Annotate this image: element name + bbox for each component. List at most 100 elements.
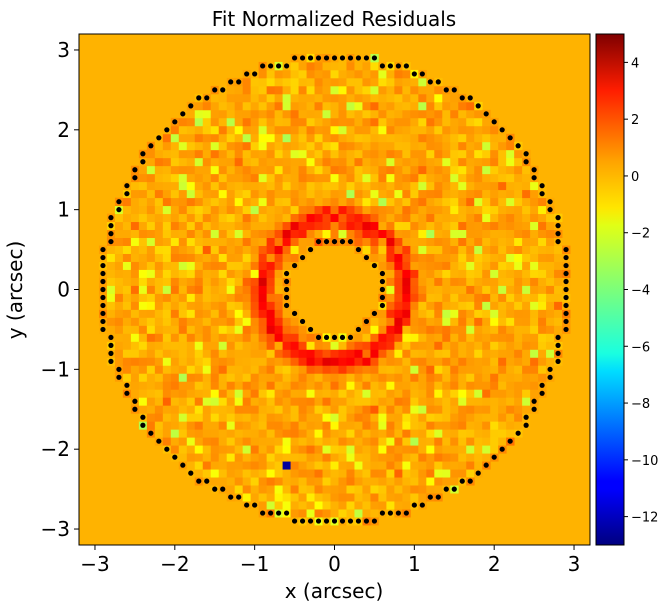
heatmap-cell [370, 453, 379, 462]
heatmap-cell [138, 269, 148, 278]
heatmap-cell [306, 429, 315, 438]
heatmap-cell [394, 69, 403, 79]
heatmap-cell [282, 317, 291, 326]
heatmap-cell [338, 349, 347, 358]
mask-boundary-dot [132, 406, 138, 412]
heatmap-cell [530, 317, 539, 326]
heatmap-cell [458, 141, 467, 151]
heatmap-cell [234, 213, 244, 223]
heatmap-cell [554, 301, 563, 310]
heatmap-cell [354, 61, 363, 71]
heatmap-cell [546, 261, 555, 270]
heatmap-cell [122, 269, 132, 278]
heatmap-cell [250, 413, 260, 422]
heatmap-cell [130, 333, 140, 342]
heatmap-cell [546, 333, 555, 342]
heatmap-cell [322, 445, 331, 454]
heatmap-cell [282, 405, 291, 414]
heatmap-cell [522, 237, 531, 246]
heatmap-cell [202, 133, 212, 143]
heatmap-cell [418, 469, 427, 478]
heatmap-cell [242, 117, 252, 127]
heatmap-cell [490, 253, 499, 262]
heatmap-cell [298, 445, 307, 454]
heatmap-cell [450, 205, 459, 215]
heatmap-cell [466, 197, 475, 207]
heatmap-cell [346, 461, 355, 470]
heatmap-cell [130, 237, 140, 246]
mask-boundary-dot [291, 262, 298, 269]
heatmap-cell [362, 413, 371, 422]
heatmap-cell [122, 349, 132, 358]
heatmap-cell [474, 189, 483, 199]
mask-boundary-dot [555, 223, 561, 229]
heatmap-cell [514, 381, 523, 390]
heatmap-cell [234, 469, 244, 478]
heatmap-cell [282, 85, 291, 95]
heatmap-cell [450, 93, 459, 103]
heatmap-cell [162, 381, 172, 390]
heatmap-cell [426, 437, 435, 446]
heatmap-cell [410, 181, 419, 191]
heatmap-cell [530, 261, 539, 270]
heatmap-cell [250, 205, 260, 215]
heatmap-cell [418, 365, 427, 374]
heatmap-cell [154, 349, 164, 358]
heatmap-cell [498, 317, 507, 326]
heatmap-cell [234, 237, 244, 246]
heatmap-cell [274, 365, 283, 374]
heatmap-cell [306, 509, 315, 518]
heatmap-cell [194, 173, 204, 183]
heatmap-cell [530, 277, 539, 286]
heatmap-cell [426, 381, 435, 390]
heatmap-cell [330, 421, 339, 430]
heatmap-cell [250, 261, 260, 270]
heatmap-cell [258, 453, 268, 462]
heatmap-cell [474, 453, 483, 462]
heatmap-cell [410, 269, 419, 278]
heatmap-cell [266, 245, 276, 254]
heatmap-cell [298, 429, 307, 438]
heatmap-cell [218, 285, 228, 294]
heatmap-cell [338, 181, 347, 191]
heatmap-cell [186, 277, 196, 286]
heatmap-cell [250, 461, 260, 470]
heatmap-cell [426, 109, 435, 119]
heatmap-cell [394, 333, 403, 342]
heatmap-cell [354, 429, 363, 438]
heatmap-cell [458, 149, 467, 159]
heatmap-cell [410, 141, 419, 151]
heatmap-cell [298, 101, 307, 111]
heatmap-cell [410, 333, 419, 342]
heatmap-cell [418, 341, 427, 350]
heatmap-cell [266, 365, 276, 374]
heatmap-cell [354, 213, 363, 223]
heatmap-cell [282, 69, 291, 79]
heatmap-cell [546, 317, 555, 326]
heatmap-cell [402, 189, 411, 199]
y-axis-label: y (arcsec) [3, 241, 27, 340]
heatmap-cell [210, 133, 220, 143]
heatmap-cell [106, 269, 116, 278]
heatmap-cell [170, 181, 180, 191]
heatmap-cell [162, 157, 172, 167]
heatmap-cell [394, 501, 403, 510]
heatmap-cell [162, 221, 172, 231]
heatmap-cell [426, 365, 435, 374]
heatmap-cell [266, 373, 276, 382]
heatmap-cell [402, 149, 411, 159]
heatmap-cell [338, 437, 347, 446]
heatmap-cell [170, 445, 180, 454]
heatmap-cell [386, 501, 395, 510]
heatmap-cell [402, 197, 411, 207]
heatmap-cell [314, 477, 323, 486]
heatmap-cell [426, 245, 435, 254]
mask-boundary-dot [427, 494, 433, 500]
heatmap-cell [186, 189, 196, 199]
heatmap-cell [194, 253, 204, 262]
heatmap-cell [106, 245, 116, 254]
heatmap-cell [130, 349, 140, 358]
heatmap-cell [442, 181, 451, 191]
heatmap-cell [498, 245, 507, 254]
heatmap-cell [314, 509, 323, 518]
